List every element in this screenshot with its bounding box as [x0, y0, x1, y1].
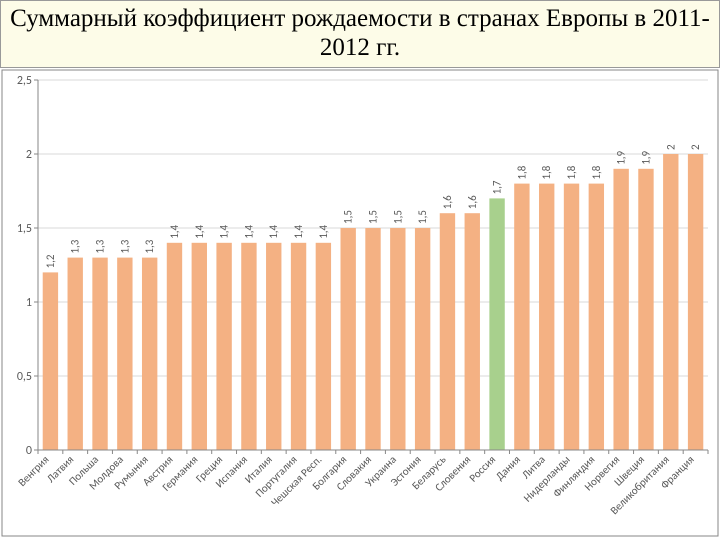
bar-value-label: 2 — [664, 144, 677, 150]
bar — [539, 183, 554, 449]
svg-text:1,5: 1,5 — [17, 222, 32, 236]
bar-value-label: 1,8 — [515, 165, 528, 179]
bar — [68, 257, 83, 449]
svg-text:0,5: 0,5 — [17, 370, 32, 384]
bar-value-label: 1,5 — [367, 210, 380, 224]
bar — [142, 257, 157, 449]
bar — [638, 168, 653, 449]
svg-text:2: 2 — [26, 148, 32, 162]
bar — [465, 213, 480, 450]
bar-value-label: 1,3 — [69, 239, 82, 253]
bar — [663, 154, 678, 450]
bar — [365, 228, 380, 450]
bar-value-label: 1,9 — [615, 150, 628, 164]
bar-value-label: 1,2 — [44, 254, 57, 268]
bar — [92, 257, 107, 449]
bar-value-label: 1,3 — [118, 239, 131, 253]
bar — [291, 242, 306, 449]
bar-value-label: 1,8 — [590, 165, 603, 179]
bar — [340, 228, 355, 450]
bar — [316, 242, 331, 449]
bar-value-label: 1,4 — [317, 224, 330, 238]
bar-value-label: 1,8 — [565, 165, 578, 179]
bar-value-label: 1,4 — [292, 224, 305, 238]
bar — [613, 168, 628, 449]
bar — [192, 242, 207, 449]
bar-value-label: 1,3 — [143, 239, 156, 253]
bar-value-label: 2 — [689, 144, 702, 150]
bar-value-label: 1,5 — [391, 210, 404, 224]
bar-value-label: 1,5 — [416, 210, 429, 224]
bar — [589, 183, 604, 449]
bar — [43, 272, 58, 450]
bar — [688, 154, 703, 450]
bar — [564, 183, 579, 449]
bar — [489, 198, 504, 450]
bar — [216, 242, 231, 449]
chart-title: Суммарный коэффициент рождаемости в стра… — [0, 0, 720, 68]
svg-text:1: 1 — [26, 296, 32, 310]
bar-value-label: 1,7 — [491, 180, 504, 194]
svg-text:0: 0 — [26, 444, 32, 458]
bar — [117, 257, 132, 449]
bar — [390, 228, 405, 450]
bar-value-label: 1,9 — [639, 150, 652, 164]
bar — [266, 242, 281, 449]
bar — [241, 242, 256, 449]
bar-value-label: 1,6 — [441, 194, 454, 208]
bar-value-label: 1,8 — [540, 165, 553, 179]
bar-value-label: 1,6 — [466, 194, 479, 208]
category-label: Венгрия — [15, 452, 51, 488]
svg-text:2,5: 2,5 — [17, 74, 32, 88]
bar-value-label: 1,5 — [342, 210, 355, 224]
fertility-bar-chart: 00,511,522,51,2Венгрия1,3Латвия1,3Польша… — [0, 68, 720, 538]
bar — [167, 242, 182, 449]
bar-value-label: 1,4 — [193, 224, 206, 238]
bar-value-label: 1,3 — [94, 239, 107, 253]
bar — [514, 183, 529, 449]
category-label: Дания — [493, 452, 523, 482]
bar — [415, 228, 430, 450]
bar-value-label: 1,4 — [242, 224, 255, 238]
bar — [440, 213, 455, 450]
category-label: Россия — [467, 452, 499, 484]
bar-value-label: 1,4 — [267, 224, 280, 238]
bar-value-label: 1,4 — [218, 224, 231, 238]
bar-value-label: 1,4 — [168, 224, 181, 238]
